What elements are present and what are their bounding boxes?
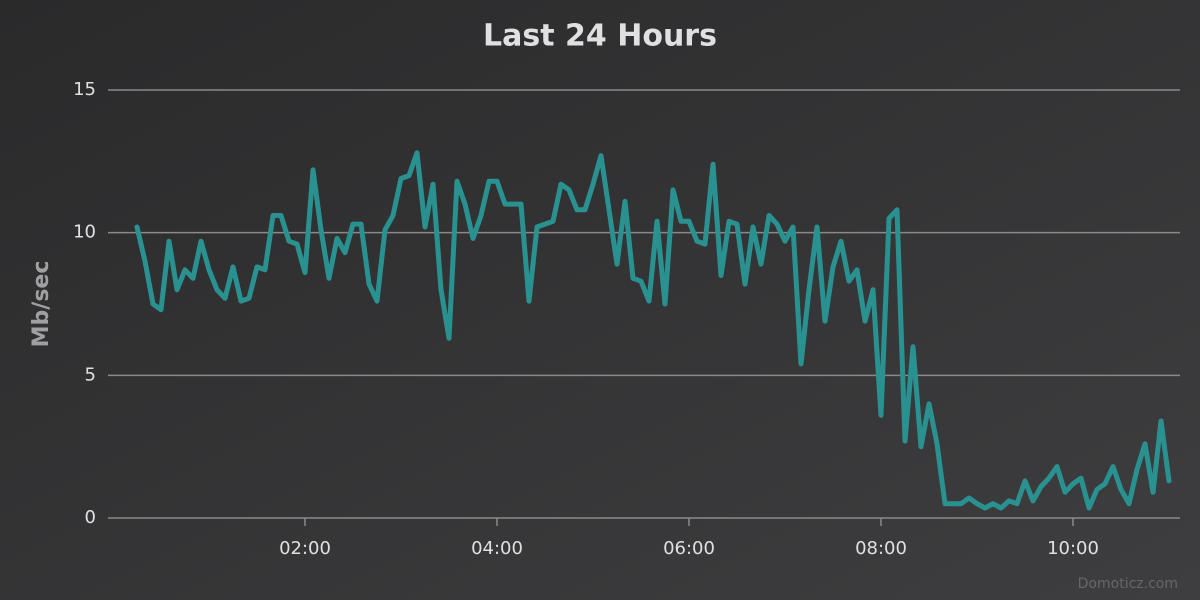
x-tick-label: 06:00 (663, 538, 715, 559)
y-tick-label: 10 (73, 222, 96, 243)
x-tick-label: 08:00 (855, 538, 907, 559)
y-tick-label: 5 (85, 364, 96, 385)
y-axis-label: Mb/sec (29, 261, 54, 348)
credit: Domoticz.com (1078, 576, 1178, 592)
x-tick-label: 10:00 (1047, 538, 1099, 559)
chart-title: Last 24 Hours (483, 19, 717, 54)
y-tick-label: 0 (85, 507, 96, 528)
y-tick-label: 15 (73, 79, 96, 100)
data-line (134, 150, 1172, 511)
x-tick-label: 04:00 (471, 538, 523, 559)
x-tick-label: 02:00 (279, 538, 331, 559)
